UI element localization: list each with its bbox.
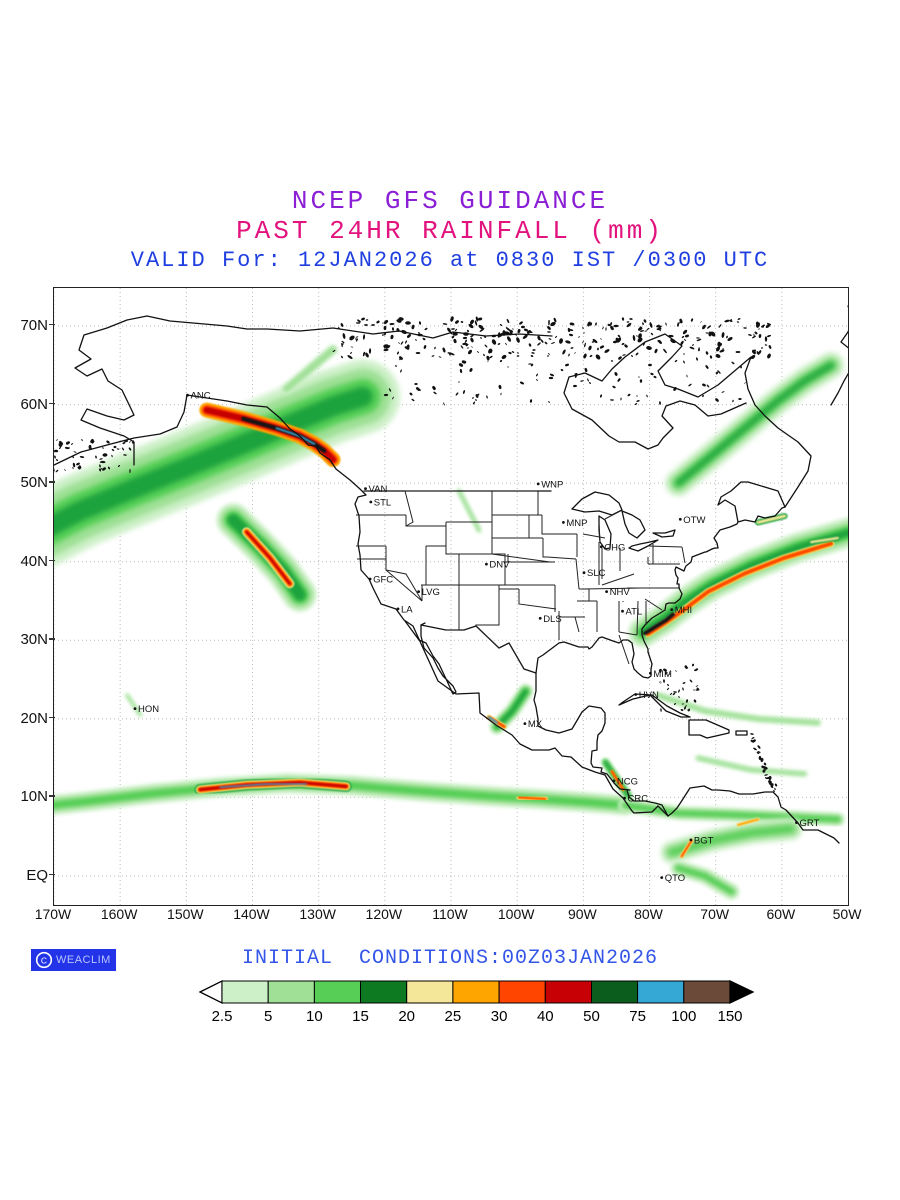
svg-text:NHV: NHV	[610, 587, 631, 598]
svg-text:GFC: GFC	[373, 575, 393, 586]
svg-text:25: 25	[445, 1008, 462, 1025]
svg-text:30: 30	[491, 1008, 508, 1025]
svg-text:OTW: OTW	[683, 515, 705, 526]
svg-text:50: 50	[583, 1008, 600, 1025]
svg-text:SLC: SLC	[587, 568, 606, 579]
svg-text:LVG: LVG	[422, 587, 440, 598]
svg-text:100: 100	[671, 1008, 696, 1025]
svg-text:HVN: HVN	[639, 690, 659, 701]
svg-text:15: 15	[352, 1008, 369, 1025]
svg-text:DNV: DNV	[489, 560, 510, 571]
svg-text:MNP: MNP	[566, 518, 587, 529]
svg-text:10: 10	[306, 1008, 323, 1025]
svg-text:75: 75	[629, 1008, 646, 1025]
svg-text:150: 150	[717, 1008, 742, 1025]
svg-text:ATL: ATL	[626, 607, 643, 618]
svg-text:WNP: WNP	[541, 479, 563, 490]
svg-text:NCG: NCG	[617, 776, 638, 787]
svg-text:LA: LA	[401, 604, 413, 615]
svg-text:VAN: VAN	[369, 484, 388, 495]
svg-text:QTO: QTO	[665, 873, 685, 884]
svg-text:MX: MX	[528, 719, 543, 730]
svg-text:STL: STL	[374, 498, 391, 509]
svg-text:2.5: 2.5	[212, 1008, 233, 1025]
svg-text:CRC: CRC	[628, 794, 649, 805]
svg-text:CHG: CHG	[604, 542, 625, 553]
svg-text:MHI: MHI	[675, 605, 692, 616]
svg-text:MIM: MIM	[653, 669, 672, 680]
svg-text:20: 20	[398, 1008, 415, 1025]
svg-text:DLS: DLS	[543, 614, 561, 625]
svg-text:BGT: BGT	[694, 835, 714, 846]
svg-text:HON: HON	[138, 704, 159, 715]
svg-text:5: 5	[264, 1008, 272, 1025]
svg-text:GRT: GRT	[800, 818, 820, 829]
svg-text:ANC: ANC	[191, 391, 211, 402]
svg-text:40: 40	[537, 1008, 554, 1025]
